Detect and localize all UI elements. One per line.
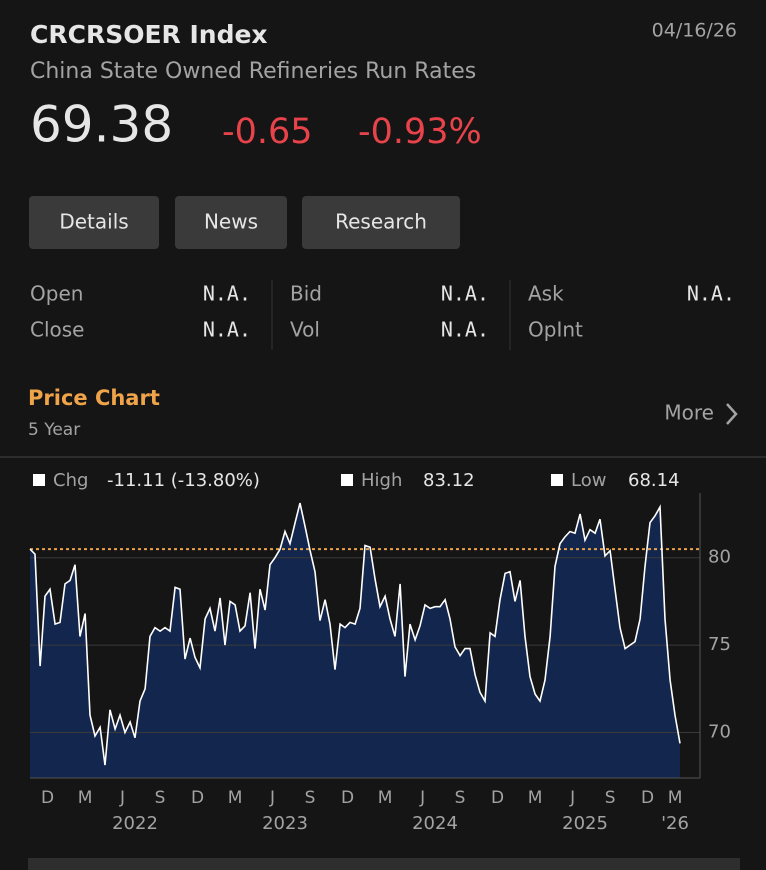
x-tick-label: J (119, 788, 125, 808)
date: 04/16/26 (652, 20, 737, 42)
legend-swatch (551, 474, 563, 486)
quote-value: N.A. (441, 282, 489, 306)
x-tick-label: S (305, 788, 316, 808)
quote-label: Ask (528, 282, 564, 306)
x-tick-label: M (378, 788, 393, 808)
quote-value: N.A. (203, 282, 251, 306)
tab-label[interactable]: Research (335, 210, 427, 234)
x-tick-label: S (155, 788, 166, 808)
tab-button[interactable] (29, 196, 159, 249)
year-label: 2024 (412, 813, 458, 834)
x-tick-label: J (419, 788, 425, 808)
x-tick-label: M (668, 788, 683, 808)
x-tick-label: M (228, 788, 243, 808)
x-tick-label: D (191, 788, 204, 808)
change-percent: -0.93% (358, 112, 482, 152)
quote-value: N.A. (687, 282, 735, 306)
bottom-bar (28, 858, 740, 870)
x-tick-label: J (269, 788, 275, 808)
stat-label: Chg (53, 470, 88, 491)
x-tick-label: D (41, 788, 54, 808)
year-label: 2025 (562, 813, 608, 834)
x-tick-label: D (341, 788, 354, 808)
year-label: 2022 (112, 813, 158, 834)
chevron[interactable] (726, 403, 738, 425)
stat-value: 68.14 (628, 470, 680, 491)
x-tick-label: M (528, 788, 543, 808)
stat-label: High (361, 470, 402, 491)
ticker: CRCRSOER Index (30, 20, 268, 49)
price: 69.38 (30, 96, 173, 154)
quote-label: Bid (290, 282, 322, 306)
quote-value: N.A. (441, 318, 489, 342)
security-name: China State Owned Refineries Run Rates (30, 59, 476, 84)
tab-button[interactable] (302, 196, 460, 249)
year-label: 2023 (262, 813, 308, 834)
more-link[interactable]: More (664, 401, 714, 425)
x-tick-label: D (641, 788, 654, 808)
x-tick-label: S (455, 788, 466, 808)
stat-value: -11.11 (-13.80%) (107, 470, 260, 491)
quote-value: N.A. (203, 318, 251, 342)
legend-swatch (33, 474, 45, 486)
stat-label: Low (571, 470, 606, 491)
x-tick-label: S (605, 788, 616, 808)
tab-button[interactable] (175, 196, 287, 249)
section-title: Price Chart (28, 386, 160, 410)
change: -0.65 (222, 112, 313, 152)
area (30, 503, 680, 778)
quote-label: Close (30, 318, 84, 342)
year-label: '26 (661, 813, 689, 834)
y-tick-label: 75 (708, 634, 731, 655)
x-tick-label: J (569, 788, 575, 808)
quote-label: OpInt (528, 318, 583, 342)
quote-label: Vol (290, 318, 320, 342)
stat-value: 83.12 (423, 470, 475, 491)
quote-label: Open (30, 282, 83, 306)
legend-swatch (341, 474, 353, 486)
tab-label[interactable]: Details (59, 210, 128, 234)
x-tick-label: M (78, 788, 93, 808)
y-tick-label: 70 (708, 722, 731, 743)
x-tick-label: D (491, 788, 504, 808)
price-line (29, 502, 681, 766)
tab-label[interactable]: News (204, 210, 258, 234)
section-period: 5 Year (28, 420, 80, 440)
y-tick-label: 80 (708, 547, 731, 568)
